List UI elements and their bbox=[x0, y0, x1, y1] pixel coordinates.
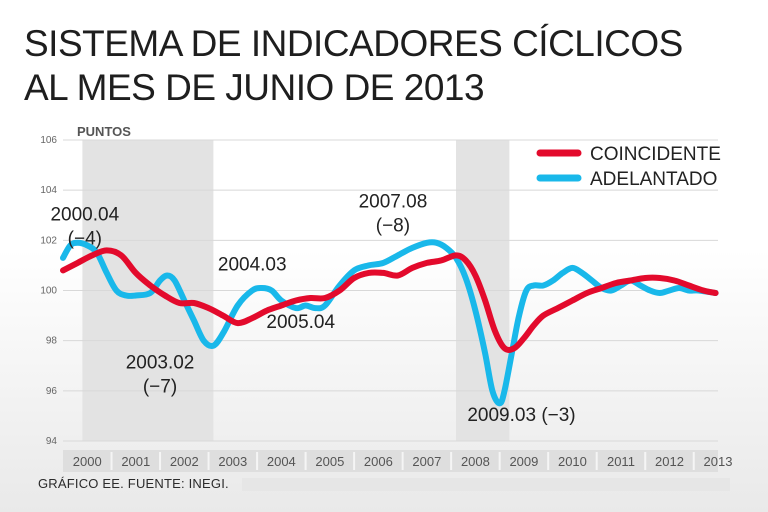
y-tick-label: 106 bbox=[40, 135, 57, 146]
y-tick-label: 100 bbox=[40, 286, 57, 297]
x-tick-label: 2009 bbox=[509, 454, 538, 469]
x-tick-label: 2001 bbox=[121, 454, 150, 469]
x-tick-label: 2005 bbox=[315, 454, 344, 469]
chart-title: SISTEMA DE INDICADORES CÍCLICOS AL MES D… bbox=[24, 22, 683, 110]
y-tick-label: 102 bbox=[40, 235, 57, 246]
chart-legend: COINCIDENTE ADELANTADO bbox=[536, 144, 721, 190]
chart-annotations: 2000.04 (−4) 2003.02 (−7) 2004.03 2005.04 2007… bbox=[50, 192, 575, 426]
annotation-label: 2005.04 bbox=[266, 312, 335, 333]
chart-title-line-2: AL MES DE JUNIO DE 2013 bbox=[24, 67, 485, 108]
x-tick-label: 2008 bbox=[461, 454, 490, 469]
chart-title-line-1: SISTEMA DE INDICADORES CÍCLICOS bbox=[24, 23, 683, 64]
x-tick-label: 2013 bbox=[704, 454, 733, 469]
x-tick-label: 2010 bbox=[558, 454, 587, 469]
chart-series bbox=[60, 239, 719, 407]
x-axis-band bbox=[63, 450, 718, 472]
y-axis-title: PUNTOS bbox=[77, 124, 131, 139]
x-tick-label: 2004 bbox=[267, 454, 296, 469]
annotation-label: (−8) bbox=[376, 216, 410, 237]
x-tick-label: 2011 bbox=[607, 454, 635, 469]
annotation-label: (−7) bbox=[143, 376, 177, 397]
x-tick-label: 2012 bbox=[655, 454, 684, 469]
x-tick-label: 2003 bbox=[218, 454, 247, 469]
y-tick-label: 96 bbox=[46, 386, 58, 397]
source-divider-bar bbox=[242, 478, 730, 491]
x-tick-label: 2002 bbox=[170, 454, 199, 469]
legend-label-adelantado: ADELANTADO bbox=[590, 169, 717, 190]
annotation-label: 2003.02 bbox=[126, 352, 195, 373]
chart-gridlines bbox=[63, 139, 718, 442]
annotation-label: (−4) bbox=[68, 228, 102, 249]
chart-axes: PUNTOS 94 96 98 100 102 104 106 2000 2001 2002 200… bbox=[40, 124, 732, 472]
annotation-label: 2007.08 bbox=[359, 192, 428, 213]
y-tick-label: 98 bbox=[46, 336, 58, 347]
annotation-label: 2009.03 (−3) bbox=[467, 405, 575, 426]
legend-label-coincidente: COINCIDENTE bbox=[590, 144, 721, 165]
source-note: GRÁFICO EE. FUENTE: INEGI. bbox=[38, 476, 229, 491]
annotation-label: 2000.04 bbox=[50, 204, 119, 225]
annotation-label: 2004.03 bbox=[218, 254, 287, 275]
x-tick-label: 2000 bbox=[73, 454, 102, 469]
series-line-coincidente bbox=[60, 247, 719, 353]
x-tick-label: 2006 bbox=[364, 454, 393, 469]
y-tick-label: 94 bbox=[46, 436, 58, 447]
y-tick-label: 104 bbox=[40, 185, 57, 196]
x-tick-label: 2007 bbox=[412, 454, 441, 469]
